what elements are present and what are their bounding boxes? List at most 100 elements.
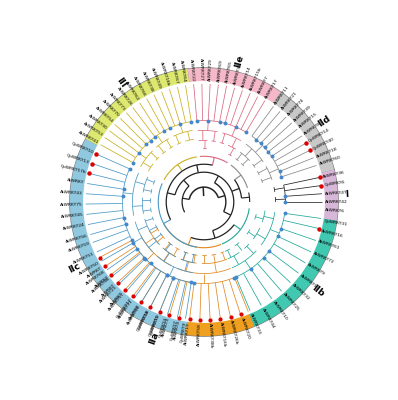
Text: AtWRKY22: AtWRKY22 — [189, 58, 195, 82]
Text: AtWRKY9: AtWRKY9 — [307, 263, 326, 276]
Text: AtWRKY65: AtWRKY65 — [225, 60, 234, 83]
Text: AtWRKY61: AtWRKY61 — [318, 240, 341, 251]
Text: AtWRKY45: AtWRKY45 — [60, 213, 84, 219]
Text: AtWRKY20: AtWRKY20 — [240, 317, 250, 340]
Text: AtWRKY50: AtWRKY50 — [78, 261, 100, 276]
Wedge shape — [187, 68, 281, 104]
Text: AtWRKY30: AtWRKY30 — [88, 114, 108, 131]
Text: AtWRKY: AtWRKY — [67, 178, 84, 185]
Text: IIe: IIe — [233, 54, 245, 68]
Text: AtWRKY6: AtWRKY6 — [325, 208, 345, 214]
Text: CpWRKY1: CpWRKY1 — [149, 314, 160, 335]
Text: CpWRKY19: CpWRKY19 — [148, 314, 160, 337]
Text: AtWRKY16b: AtWRKY16b — [219, 322, 226, 348]
Text: AtWRKY38: AtWRKY38 — [141, 71, 154, 93]
Text: AtWRKY18: AtWRKY18 — [316, 146, 338, 158]
Text: CpWRKY13: CpWRKY13 — [66, 153, 90, 164]
Wedge shape — [70, 139, 187, 335]
Text: CpWRKY17b: CpWRKY17b — [60, 164, 87, 175]
Text: AtWRKY64: AtWRKY64 — [179, 60, 187, 82]
Text: AtWRKY: AtWRKY — [87, 266, 103, 279]
Text: AtWRKY41: AtWRKY41 — [77, 130, 99, 145]
Text: AtWRKY7: AtWRKY7 — [257, 75, 270, 95]
Text: CpWRKY8: CpWRKY8 — [138, 309, 151, 330]
Text: AtWRKY8: AtWRKY8 — [303, 121, 322, 136]
Text: AtWRKY36: AtWRKY36 — [322, 170, 345, 179]
Text: AtWRKY: AtWRKY — [94, 275, 110, 289]
Text: CpWRKY4: CpWRKY4 — [158, 317, 168, 338]
Text: AtWRKY38b: AtWRKY38b — [208, 323, 214, 349]
Text: IIc: IIc — [67, 261, 82, 275]
Text: CpWRKY40: CpWRKY40 — [312, 137, 335, 151]
Text: AtWRKY: AtWRKY — [129, 304, 141, 320]
Text: AtWRKY62: AtWRKY62 — [124, 80, 140, 102]
Text: AtWRKY49: AtWRKY49 — [150, 67, 162, 90]
Text: AtWRKY43: AtWRKY43 — [60, 190, 83, 196]
Text: AtWRKY70: AtWRKY70 — [101, 99, 120, 118]
Text: AtWRKY53: AtWRKY53 — [82, 122, 103, 138]
Text: AtWRKY10: AtWRKY10 — [272, 300, 288, 321]
Text: AtWRKY75: AtWRKY75 — [60, 202, 83, 206]
Text: I: I — [345, 190, 349, 199]
Text: AtWRKY69: AtWRKY69 — [217, 59, 224, 82]
Text: CpWRKY7: CpWRKY7 — [170, 320, 179, 341]
Circle shape — [84, 82, 324, 322]
Text: AtWRKY47: AtWRKY47 — [325, 190, 348, 196]
Text: IIb: IIb — [310, 284, 326, 299]
Text: AtWRKY29: AtWRKY29 — [208, 58, 213, 81]
Text: AtWRKY3: AtWRKY3 — [161, 317, 170, 338]
Text: CpWRKY9: CpWRKY9 — [180, 322, 187, 343]
Text: AtWRKY71: AtWRKY71 — [118, 299, 135, 320]
Text: AtWRKY56: AtWRKY56 — [65, 234, 88, 244]
Text: IId: IId — [316, 114, 332, 128]
Wedge shape — [321, 170, 338, 221]
Text: AtWRKY14: AtWRKY14 — [242, 65, 253, 88]
Text: AtWRKY19: AtWRKY19 — [184, 322, 191, 345]
Text: AtWRKY39: AtWRKY39 — [293, 104, 312, 122]
Wedge shape — [249, 219, 337, 326]
Text: AtWRKY1: AtWRKY1 — [300, 273, 318, 288]
Text: AtWRKY74: AtWRKY74 — [287, 97, 305, 116]
Text: AtWRKY67: AtWRKY67 — [170, 61, 179, 84]
Text: AtWRKY44: AtWRKY44 — [261, 307, 275, 329]
Wedge shape — [86, 258, 254, 336]
Text: AtWRKY21: AtWRKY21 — [280, 90, 298, 110]
Text: AtWRKY27: AtWRKY27 — [199, 58, 204, 81]
Text: AtWRKY23: AtWRKY23 — [99, 285, 118, 304]
Text: CpWRKY10: CpWRKY10 — [70, 141, 94, 154]
Text: AtWRKY68: AtWRKY68 — [85, 270, 106, 286]
Text: AtWRKY32: AtWRKY32 — [291, 283, 310, 302]
Text: AtWRKY28: AtWRKY28 — [126, 304, 141, 325]
Text: AtWRKY35: AtWRKY35 — [233, 62, 243, 86]
Wedge shape — [86, 69, 189, 146]
Text: AtWRKY15: AtWRKY15 — [298, 112, 319, 129]
Text: AtWRKY26b: AtWRKY26b — [229, 320, 239, 346]
Text: AtWRKY: AtWRKY — [101, 283, 117, 298]
Text: IIa: IIa — [148, 331, 161, 346]
Text: AtWRKY60: AtWRKY60 — [319, 156, 341, 166]
Text: CpWRKY31: CpWRKY31 — [324, 219, 347, 227]
Circle shape — [70, 68, 338, 336]
Text: AtWRKY33: AtWRKY33 — [250, 313, 262, 335]
Text: AtWRKY72: AtWRKY72 — [313, 252, 335, 265]
Wedge shape — [273, 92, 334, 173]
Text: AtWRKY: AtWRKY — [110, 291, 124, 306]
Text: AtWRKY11: AtWRKY11 — [273, 84, 290, 105]
Text: AtWRKY66: AtWRKY66 — [133, 75, 147, 97]
Text: CpWRKY6: CpWRKY6 — [324, 180, 345, 187]
Text: AtWRKY59: AtWRKY59 — [68, 242, 91, 253]
Text: CpWRKY14: CpWRKY14 — [308, 128, 331, 143]
Text: AtWRKY18b: AtWRKY18b — [159, 61, 170, 87]
Text: III: III — [114, 76, 127, 90]
Text: CpWRKY17: CpWRKY17 — [115, 298, 133, 319]
Text: AtWRKY48: AtWRKY48 — [91, 277, 111, 294]
Text: AtWRKY24: AtWRKY24 — [62, 223, 85, 232]
Text: AtWRKY58: AtWRKY58 — [197, 323, 202, 346]
Text: AtWRKY57: AtWRKY57 — [108, 292, 126, 312]
Text: AtWRKY16: AtWRKY16 — [321, 229, 344, 239]
Text: AtWRKY54: AtWRKY54 — [94, 106, 114, 124]
Text: CpWRKY18: CpWRKY18 — [137, 309, 151, 332]
Text: AtWRKY25: AtWRKY25 — [282, 292, 300, 312]
Text: AtWRKY26: AtWRKY26 — [116, 86, 133, 106]
Text: AtWRKY15b: AtWRKY15b — [250, 66, 263, 91]
